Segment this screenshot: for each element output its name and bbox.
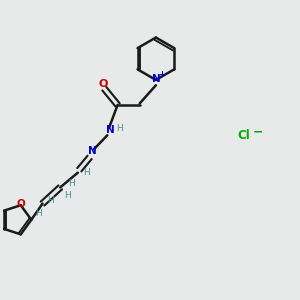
Text: O: O xyxy=(98,79,108,89)
Text: H: H xyxy=(36,208,42,217)
Text: −: − xyxy=(252,125,263,138)
Text: N: N xyxy=(88,146,96,157)
Text: N: N xyxy=(106,125,115,135)
Text: Cl: Cl xyxy=(238,129,250,142)
Text: H: H xyxy=(116,124,122,133)
Text: H: H xyxy=(83,168,89,177)
Text: +: + xyxy=(159,70,166,79)
Text: H: H xyxy=(47,196,54,205)
Text: O: O xyxy=(16,199,25,209)
Text: H: H xyxy=(64,191,71,200)
Text: N: N xyxy=(152,74,160,84)
Text: H: H xyxy=(68,179,75,188)
